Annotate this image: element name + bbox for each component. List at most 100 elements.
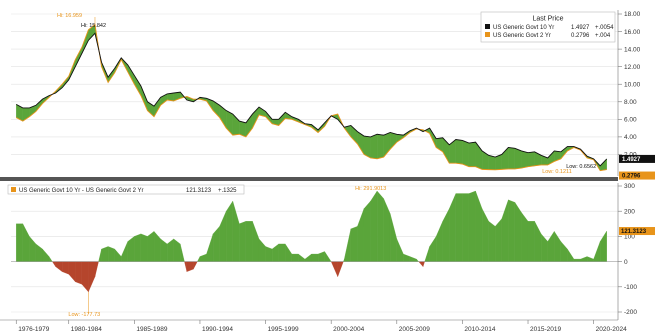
top-y-tick-label: 4.00: [624, 134, 637, 141]
spread-area-segment: [514, 201, 522, 262]
annotation-low-2yr: Low: 0.1211: [542, 169, 572, 175]
top-y-tick-label: 14.00: [624, 46, 641, 53]
spread-area-segment: [527, 221, 535, 262]
top-legend-box: [480, 11, 616, 43]
spread-area-segment: [16, 223, 23, 262]
spread-area-segment: [265, 246, 273, 262]
spread-area-segment: [239, 221, 247, 262]
x-tick-label: 2010-2014: [464, 326, 495, 333]
legend-swatch-10yr: [485, 24, 490, 29]
top-y-tick-label: 12.00: [624, 64, 641, 71]
annotation-low-10yr: Low: 0.6562: [566, 164, 596, 170]
top-gridlines: [11, 13, 618, 155]
spread-area-segment: [101, 246, 109, 262]
spread-area-segment: [291, 253, 299, 262]
x-tick-label: 1980-1984: [71, 326, 102, 333]
bottom-annotations: Hi: 291.9013 Low: -177.73: [68, 186, 386, 318]
top-legend: Last Price US Generic Govt 10 Yr 1.4927 …: [480, 11, 616, 43]
spread-area-segment: [462, 193, 470, 262]
legend-value-10yr: 1.4927: [571, 25, 590, 31]
bottom-legend-box: [7, 184, 245, 195]
bottom-y-axis: 300 200 100 0 -100 -200: [617, 183, 637, 320]
spread-area-segment: [370, 190, 378, 262]
bottom-y-tick-label: 100: [624, 234, 635, 241]
panel-separator[interactable]: [0, 177, 618, 181]
top-price-badges: 1.4927 0.2796: [619, 154, 655, 180]
annotation-hi-2yr: Hi: 16.959: [57, 13, 82, 19]
spread-fill-segment: [488, 155, 496, 170]
top-plot-area: [16, 23, 608, 172]
x-tick-label: 1995-1999: [268, 326, 299, 333]
price-badge-bg: [619, 154, 655, 163]
top-y-tick-label: 6.00: [624, 117, 637, 124]
spread-fill-segment: [370, 134, 378, 160]
legend-value-spread: 121.3123: [186, 188, 212, 194]
series-line-2yr: [16, 23, 607, 172]
price-badge-bg: [619, 171, 655, 180]
top-legend-title: Last Price: [532, 16, 563, 23]
spread-area-segment: [488, 220, 496, 262]
spread-area-segment: [107, 246, 115, 262]
top-y-tick-label: 18.00: [624, 11, 641, 18]
bottom-panel: 300 200 100 0 -100 -200 Hi: 291.9013 Low: -177…: [7, 183, 655, 320]
x-tick-label: 2015-2019: [530, 326, 561, 333]
legend-label-spread: US Generic Govt 10 Yr - US Generic Govt …: [19, 188, 144, 194]
x-tick-label: 2000-2004: [333, 326, 364, 333]
legend-change-2yr: +.004: [595, 33, 611, 39]
legend-change-spread: +.1325: [218, 188, 237, 194]
top-y-tick-label: 10.00: [624, 81, 641, 88]
bottom-y-tick-label: 0: [624, 259, 628, 266]
spread-fill-segment: [468, 141, 476, 167]
top-panel: 18.0016.0014.0012.0010.008.006.004.002.0…: [11, 10, 655, 180]
spread-area-segment: [521, 212, 529, 262]
x-tick-label: 1976-1979: [18, 326, 49, 333]
annotation-low-spread: Low: -177.73: [68, 312, 100, 318]
x-tick-label: 2005-2009: [399, 326, 430, 333]
top-y-tick-label: 8.00: [624, 99, 637, 106]
x-axis: 1976-1979 1980-1984 1985-1989 1990-1994 1995…: [0, 319, 627, 333]
spread-fill-segment: [462, 140, 470, 167]
spread-fill-segment: [527, 151, 535, 167]
spread-fill-segment: [508, 147, 516, 170]
spread-area-segment: [311, 253, 319, 262]
x-tick-label: 1985-1989: [136, 326, 167, 333]
spread-area-segment: [376, 190, 384, 262]
spread-badge-label: 121.3123: [621, 229, 647, 235]
spread-fill-segment: [514, 148, 522, 170]
bottom-y-tick-label: 300: [624, 183, 635, 190]
spread-fill-segment: [521, 150, 529, 169]
price-badge-label: 0.2796: [622, 174, 641, 180]
legend-label-2yr: US Generic Govt 2 Yr: [493, 33, 551, 39]
bottom-legend: US Generic Govt 10 Yr - US Generic Govt …: [7, 184, 245, 195]
legend-swatch-2yr: [485, 32, 490, 37]
spread-area-segment: [147, 231, 155, 262]
bottom-plot-area: [11, 190, 618, 293]
spread-area-segment: [508, 199, 516, 262]
legend-label-10yr: US Generic Govt 10 Yr: [493, 25, 554, 31]
spread-badge-bg: [619, 227, 655, 236]
series-line-10yr: [16, 32, 608, 167]
price-badge-label: 1.4927: [622, 157, 641, 163]
spread-fill-segment: [455, 139, 463, 165]
annotation-hi-spread: Hi: 291.9013: [355, 186, 386, 192]
bottom-y-tick-label: 200: [624, 208, 635, 215]
spread-area-segment: [134, 233, 142, 262]
x-tick-label: 2020-2024: [596, 326, 627, 333]
spread-area-segment: [350, 226, 358, 262]
spread-area-segment: [75, 261, 83, 285]
legend-value-2yr: 0.2796: [571, 33, 590, 39]
spread-area-segment: [573, 258, 581, 262]
spread-area-segment: [455, 193, 463, 262]
spread-area-segment: [278, 243, 286, 262]
spread-area-segment: [495, 218, 502, 262]
legend-change-10yr: +.0054: [595, 25, 614, 31]
bottom-y-tick-label: -200: [624, 309, 637, 316]
spread-area-segment: [363, 200, 371, 262]
spread-area-segment: [226, 200, 233, 262]
annotation-hi-10yr: Hi: 15.842: [81, 23, 106, 29]
spread-area-segment: [468, 190, 476, 262]
spread-area-segment: [140, 233, 148, 262]
